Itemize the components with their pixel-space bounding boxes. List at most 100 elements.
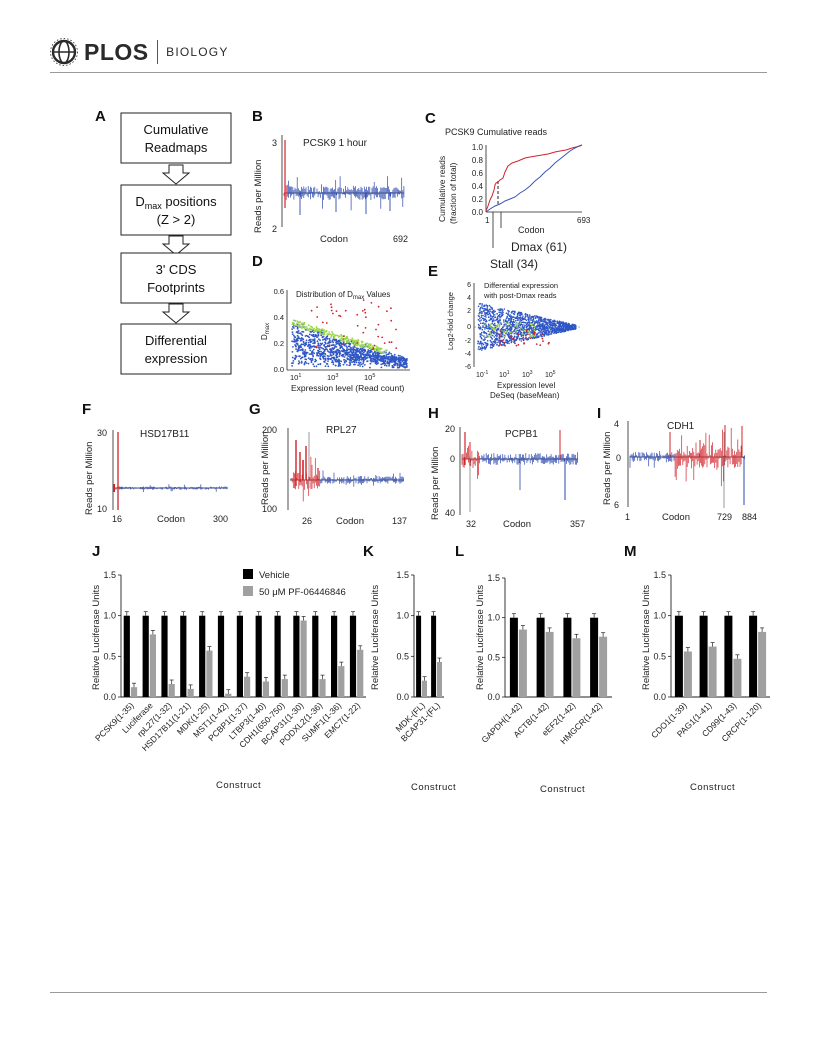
scatter-point — [350, 340, 353, 343]
scatter-point — [504, 331, 507, 334]
scatter-point — [291, 365, 293, 367]
scatter-point — [388, 341, 391, 344]
scatter-point — [510, 327, 513, 330]
scatter-point — [292, 334, 295, 337]
scatter-point — [351, 337, 354, 340]
scatter-point — [316, 354, 318, 357]
scatter-point — [550, 323, 553, 326]
panelG-trace — [289, 432, 404, 502]
bar-vehicle — [536, 617, 545, 697]
scatter-point — [545, 326, 548, 328]
scatter-point — [519, 312, 522, 314]
scatter-point — [373, 347, 376, 350]
scatter-point — [324, 341, 327, 344]
scatter-point — [489, 324, 492, 327]
scatter-point — [569, 324, 571, 327]
scatter-point — [351, 342, 353, 345]
panelI-ymid: 0 — [616, 453, 621, 463]
scatter-point — [319, 363, 322, 365]
scatter-point — [317, 333, 320, 336]
scatter-point — [540, 316, 543, 319]
bar-drug — [187, 688, 194, 697]
scatter-point — [325, 322, 328, 324]
scatter-point — [385, 355, 388, 358]
scatter-point — [516, 322, 518, 325]
scatter-point — [522, 333, 524, 335]
panel-letter-I: I — [597, 405, 601, 422]
bar-vehicle — [416, 615, 422, 697]
scatter-point — [527, 318, 530, 321]
scatter-point — [527, 321, 529, 324]
scatter-point — [532, 318, 535, 321]
scatter-point — [516, 326, 518, 328]
panel-B: 3 2 PCSK9 1 hour Reads per Million Codon… — [253, 135, 408, 245]
scatter-point — [550, 333, 553, 335]
bar-vehicle — [217, 615, 225, 697]
scatter-point — [560, 331, 563, 333]
scatter-point — [304, 326, 306, 329]
scatter-point — [300, 326, 303, 329]
scatter-point — [292, 322, 295, 325]
scatter-point — [571, 326, 574, 329]
scatter-point — [515, 333, 517, 335]
scatter-point — [501, 314, 504, 317]
scatter-point — [495, 339, 498, 341]
scatter-point — [360, 359, 363, 361]
scatter-point — [356, 356, 358, 359]
scatter-point — [322, 356, 325, 358]
scatter-point — [403, 358, 406, 360]
scatter-point — [484, 324, 486, 326]
scatter-point — [347, 345, 350, 348]
panelB-title: PCSK9 1 hour — [303, 138, 368, 149]
scatter-point — [322, 347, 324, 350]
scatter-point — [393, 353, 396, 356]
scatter-point — [303, 343, 306, 345]
barJ-ylabel: Relative Luciferase Units — [91, 585, 102, 690]
bar-vehicle — [431, 615, 437, 697]
scatter-point — [510, 311, 513, 313]
scatter-point — [324, 359, 327, 361]
scatter-point — [294, 354, 297, 357]
scatter-point — [314, 330, 317, 333]
scatter-point — [543, 335, 545, 337]
scatter-point — [522, 318, 525, 321]
scatter-point — [489, 312, 491, 315]
scatter-point — [480, 314, 483, 317]
scatter-point — [533, 320, 535, 322]
panelD-ytick-4: 0.0 — [274, 365, 284, 374]
scatter-point — [530, 319, 532, 321]
scatter-point — [515, 344, 518, 347]
legend-label-drug: 50 μM PF-06446846 — [259, 587, 346, 598]
panelC-ytick-3: 0.6 — [472, 169, 484, 178]
scatter-point — [363, 308, 366, 311]
scatter-point — [327, 342, 329, 344]
scatter-point — [303, 344, 306, 347]
scatter-point — [530, 317, 532, 320]
scatter-point — [522, 336, 525, 339]
scatter-point — [507, 309, 509, 312]
scatter-point — [302, 341, 305, 344]
scatter-point — [362, 362, 364, 365]
panelE-scatter — [477, 303, 577, 351]
scatter-point — [505, 324, 507, 327]
scatter-point — [359, 352, 361, 354]
scatter-point — [296, 322, 298, 324]
y-tick-label: 0.0 — [396, 692, 409, 702]
scatter-point — [331, 361, 333, 364]
scatter-point — [528, 319, 530, 322]
scatter-point — [348, 364, 351, 367]
scatter-point — [481, 311, 484, 313]
scatter-point — [375, 350, 378, 353]
scatter-point — [502, 333, 504, 336]
panelC-ytick-5: 0.2 — [472, 195, 484, 204]
scatter-point — [492, 315, 495, 318]
scatter-point — [302, 325, 304, 328]
scatter-point — [553, 322, 555, 325]
scatter-point — [308, 343, 311, 346]
panelI-xlabel: Codon — [662, 512, 690, 523]
scatter-point — [529, 323, 532, 325]
scatter-point — [313, 327, 315, 330]
y-tick-label: 1.0 — [487, 613, 500, 623]
y-tick-label: 0.5 — [103, 651, 116, 661]
scatter-point — [355, 354, 358, 357]
